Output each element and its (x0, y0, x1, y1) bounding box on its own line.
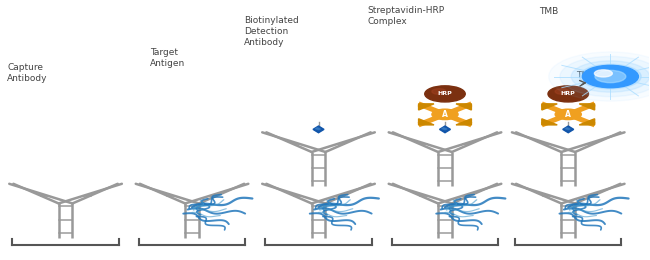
Text: Target
Antigen: Target Antigen (150, 48, 185, 68)
Polygon shape (542, 119, 557, 125)
Circle shape (549, 52, 650, 101)
Circle shape (548, 86, 588, 102)
Polygon shape (419, 104, 434, 110)
Polygon shape (456, 119, 471, 125)
Polygon shape (439, 126, 450, 133)
Polygon shape (441, 128, 447, 130)
Polygon shape (565, 128, 570, 130)
Circle shape (594, 70, 612, 77)
Polygon shape (579, 119, 595, 125)
Circle shape (432, 89, 446, 94)
Circle shape (571, 61, 649, 92)
Polygon shape (542, 104, 557, 110)
Polygon shape (563, 126, 574, 133)
Circle shape (424, 86, 465, 102)
Text: A: A (442, 110, 448, 119)
Polygon shape (313, 126, 324, 133)
Circle shape (580, 64, 641, 89)
Text: HRP: HRP (437, 92, 452, 96)
Circle shape (555, 89, 569, 94)
Text: Streptavidin-HRP
Complex: Streptavidin-HRP Complex (367, 6, 445, 26)
Text: HRP: HRP (561, 92, 576, 96)
Polygon shape (579, 104, 595, 110)
Circle shape (582, 65, 638, 88)
Text: A: A (566, 110, 571, 119)
Circle shape (555, 109, 581, 120)
Polygon shape (315, 128, 320, 130)
Circle shape (595, 70, 626, 83)
Text: Biotinylated
Detection
Antibody: Biotinylated Detection Antibody (244, 16, 298, 47)
Polygon shape (456, 104, 471, 110)
Circle shape (560, 56, 650, 97)
Text: TMB: TMB (576, 71, 595, 80)
Circle shape (432, 109, 458, 120)
Text: TMB: TMB (539, 6, 558, 16)
Text: Capture
Antibody: Capture Antibody (7, 63, 47, 83)
Polygon shape (419, 119, 434, 125)
